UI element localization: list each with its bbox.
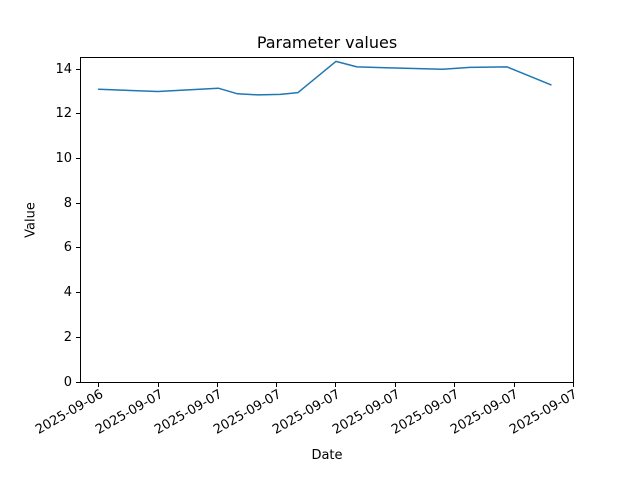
plot-area bbox=[80, 57, 574, 383]
x-tick-mark bbox=[394, 383, 396, 387]
line-chart-canvas bbox=[97, 60, 552, 96]
data-series-line bbox=[97, 60, 552, 96]
x-axis-label: Date bbox=[311, 448, 343, 463]
x-tick-mark bbox=[276, 383, 278, 387]
y-tick-label: 2 bbox=[63, 329, 72, 345]
y-tick-mark bbox=[76, 336, 80, 338]
y-tick-mark bbox=[76, 202, 80, 204]
y-tick-label: 14 bbox=[55, 61, 72, 77]
y-tick-mark bbox=[76, 68, 80, 70]
y-tick-label: 6 bbox=[63, 240, 72, 256]
x-tick-mark bbox=[98, 383, 100, 387]
x-tick-mark bbox=[572, 383, 574, 387]
y-tick-mark bbox=[76, 292, 80, 294]
y-tick-mark bbox=[76, 113, 80, 115]
x-tick-mark bbox=[157, 383, 159, 387]
y-tick-mark bbox=[76, 158, 80, 160]
x-tick-mark bbox=[335, 383, 337, 387]
y-tick-mark bbox=[76, 247, 80, 249]
y-tick-mark bbox=[76, 381, 80, 383]
y-tick-label: 0 bbox=[63, 374, 72, 390]
x-tick-mark bbox=[513, 383, 515, 387]
chart-title: Parameter values bbox=[256, 33, 398, 52]
y-tick-label: 12 bbox=[55, 106, 72, 122]
x-tick-mark bbox=[216, 383, 218, 387]
y-tick-label: 8 bbox=[63, 195, 72, 211]
x-tick-mark bbox=[453, 383, 455, 387]
y-tick-label: 4 bbox=[63, 285, 72, 301]
y-tick-label: 10 bbox=[55, 151, 72, 167]
